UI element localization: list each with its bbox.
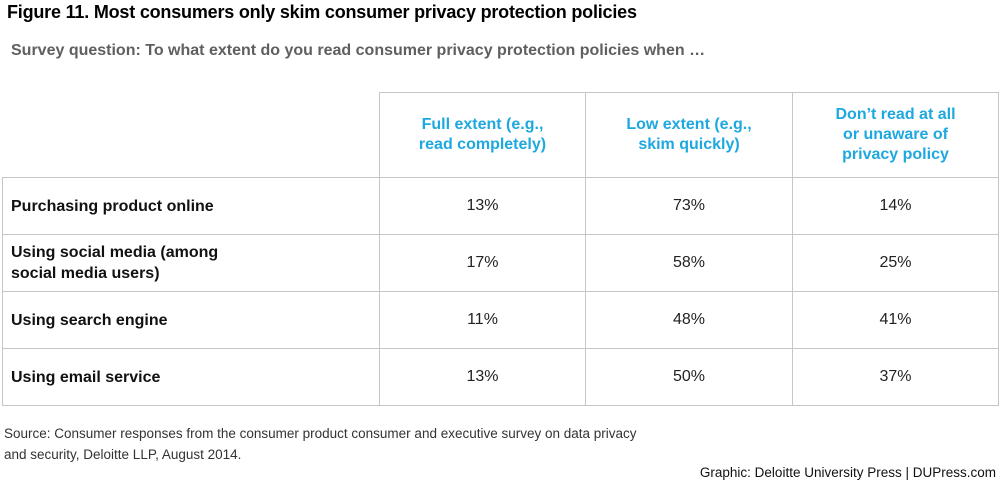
value-cell: 13% (379, 177, 586, 235)
column-header-dont-read: Don’t read at all or unaware of privacy … (792, 92, 999, 178)
table-row: Using social media (among social media u… (2, 234, 999, 292)
column-header-low-extent: Low extent (e.g., skim quickly) (585, 92, 793, 178)
column-header-label: Don’t read at all or unaware of privacy … (835, 106, 956, 163)
source-line-2: and security, Deloitte LLP, August 2014. (4, 447, 242, 462)
row-label-text: Using social media (among social media u… (11, 244, 219, 282)
row-label-text: Using search engine (11, 311, 168, 329)
figure-title: Figure 11. Most consumers only skim cons… (7, 2, 637, 22)
graphic-credit: Graphic: Deloitte University Press | DUP… (699, 465, 996, 480)
row-label: Using email service (2, 348, 380, 406)
source-note: Source: Consumer responses from the cons… (4, 423, 637, 465)
value-cell: 48% (585, 291, 793, 349)
table-row: Using search engine 11% 48% 41% (2, 291, 999, 349)
value-cell: 13% (379, 348, 586, 406)
row-label: Using social media (among social media u… (2, 234, 380, 292)
value-cell: 37% (792, 348, 999, 406)
value-cell: 11% (379, 291, 586, 349)
corner-cell (2, 92, 380, 178)
row-label-text: Using email service (11, 368, 161, 386)
data-table: Full extent (e.g., read completely) Low … (2, 92, 999, 406)
value-cell: 73% (585, 177, 793, 235)
value-cell: 58% (585, 234, 793, 292)
column-header-label: Low extent (e.g., skim quickly) (626, 116, 752, 153)
column-header-full-extent: Full extent (e.g., read completely) (379, 92, 586, 178)
table-row: Using email service 13% 50% 37% (2, 348, 999, 406)
value-cell: 41% (792, 291, 999, 349)
value-cell: 50% (585, 348, 793, 406)
survey-question: Survey question: To what extent do you r… (11, 42, 706, 59)
header-row: Full extent (e.g., read completely) Low … (2, 92, 999, 178)
value-cell: 25% (792, 234, 999, 292)
row-label: Purchasing product online (2, 177, 380, 235)
source-line-1: Source: Consumer responses from the cons… (4, 426, 637, 441)
row-label: Using search engine (2, 291, 380, 349)
column-header-label: Full extent (e.g., read completely) (418, 116, 547, 153)
row-label-text: Purchasing product online (11, 197, 214, 215)
value-cell: 14% (792, 177, 999, 235)
table-row: Purchasing product online 13% 73% 14% (2, 177, 999, 235)
value-cell: 17% (379, 234, 586, 292)
